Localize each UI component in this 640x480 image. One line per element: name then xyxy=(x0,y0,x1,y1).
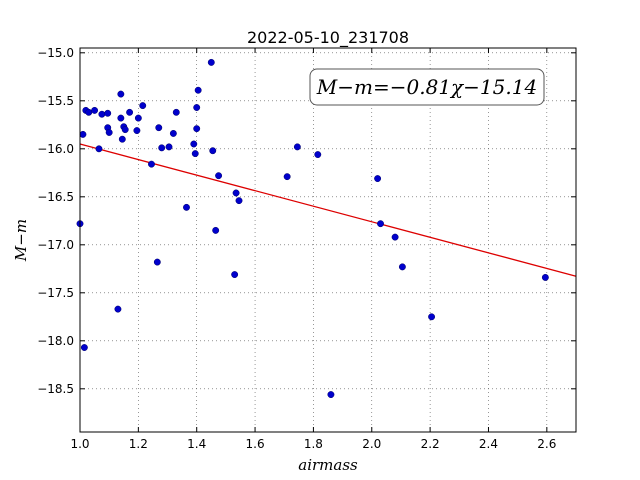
x-tick-label: 1.0 xyxy=(70,437,89,451)
fit-annotation: M−m=−0.81χ−15.14 xyxy=(309,68,545,106)
data-point xyxy=(231,271,239,279)
y-tick-label: −16.5 xyxy=(37,190,74,204)
x-tick-label: 2.6 xyxy=(537,437,556,451)
data-point xyxy=(105,129,113,136)
x-tick-label: 1.8 xyxy=(304,437,323,451)
x-tick-label: 1.6 xyxy=(246,437,265,451)
fit-line xyxy=(79,143,577,277)
data-point xyxy=(391,233,399,241)
data-points xyxy=(76,58,549,399)
x-tick-label: 1.2 xyxy=(129,437,148,451)
data-point xyxy=(183,203,190,211)
data-point xyxy=(121,126,129,134)
fit-layer xyxy=(79,143,577,277)
y-tick-label: −15.0 xyxy=(37,46,74,60)
data-point xyxy=(293,143,301,151)
data-point xyxy=(190,140,198,148)
data-point xyxy=(79,130,87,138)
x-tick-label: 2.4 xyxy=(479,437,498,451)
data-point xyxy=(118,135,126,143)
plot-frame xyxy=(79,47,577,433)
data-point xyxy=(155,124,163,132)
data-point xyxy=(209,147,217,155)
data-point xyxy=(169,129,177,137)
data-point xyxy=(327,391,335,399)
x-tick-label: 2.2 xyxy=(421,437,440,451)
y-tick-label: −18.5 xyxy=(37,382,74,396)
data-point xyxy=(153,258,161,266)
tick-labels: 1.0 1.2 1.4 1.6 1.8 2.0 2.2 2.4 2.6 −15.0 −15.5 −16… xyxy=(37,46,556,451)
plot-area xyxy=(80,48,576,432)
data-point xyxy=(377,220,384,228)
data-point xyxy=(134,114,142,122)
fit-equation: M−m=−0.81χ−15.14 xyxy=(316,75,537,99)
data-point xyxy=(172,108,180,116)
data-point xyxy=(85,108,93,116)
data-point xyxy=(114,305,122,313)
x-axis-label: airmass xyxy=(298,456,358,474)
data-point xyxy=(232,189,240,197)
data-point xyxy=(193,125,201,133)
data-point xyxy=(139,102,147,110)
data-point xyxy=(191,150,199,158)
data-point xyxy=(398,263,406,271)
y-tick-label: −17.0 xyxy=(37,238,74,252)
chart-title: 2022-05-10_231708 xyxy=(247,28,409,48)
data-point xyxy=(235,197,243,205)
data-point xyxy=(80,344,88,351)
data-point xyxy=(91,106,99,114)
data-point xyxy=(314,151,322,159)
x-tick-label: 1.4 xyxy=(187,437,206,451)
data-point xyxy=(207,58,215,66)
data-point xyxy=(95,145,103,153)
data-point xyxy=(117,90,125,98)
data-point xyxy=(133,127,141,135)
data-point xyxy=(98,110,106,118)
data-point xyxy=(158,144,166,152)
data-point xyxy=(541,273,549,281)
data-point xyxy=(148,160,155,168)
data-point xyxy=(374,175,382,183)
ticks xyxy=(79,48,576,432)
data-point xyxy=(194,86,202,94)
y-tick-label: −18.0 xyxy=(37,334,74,348)
data-point xyxy=(428,313,436,321)
data-point xyxy=(165,143,173,151)
y-axis-label: M−m xyxy=(12,219,30,262)
data-point xyxy=(126,108,134,116)
data-point xyxy=(193,104,201,111)
data-point xyxy=(104,109,112,117)
y-tick-label: −17.5 xyxy=(37,286,74,300)
data-point xyxy=(283,173,291,181)
data-point xyxy=(212,226,220,234)
annotation-box xyxy=(309,68,545,106)
y-tick-label: −16.0 xyxy=(37,142,74,156)
x-tick-label: 2.0 xyxy=(362,437,381,451)
data-point xyxy=(215,172,223,180)
data-point xyxy=(117,114,125,122)
y-tick-label: −15.5 xyxy=(37,94,74,108)
